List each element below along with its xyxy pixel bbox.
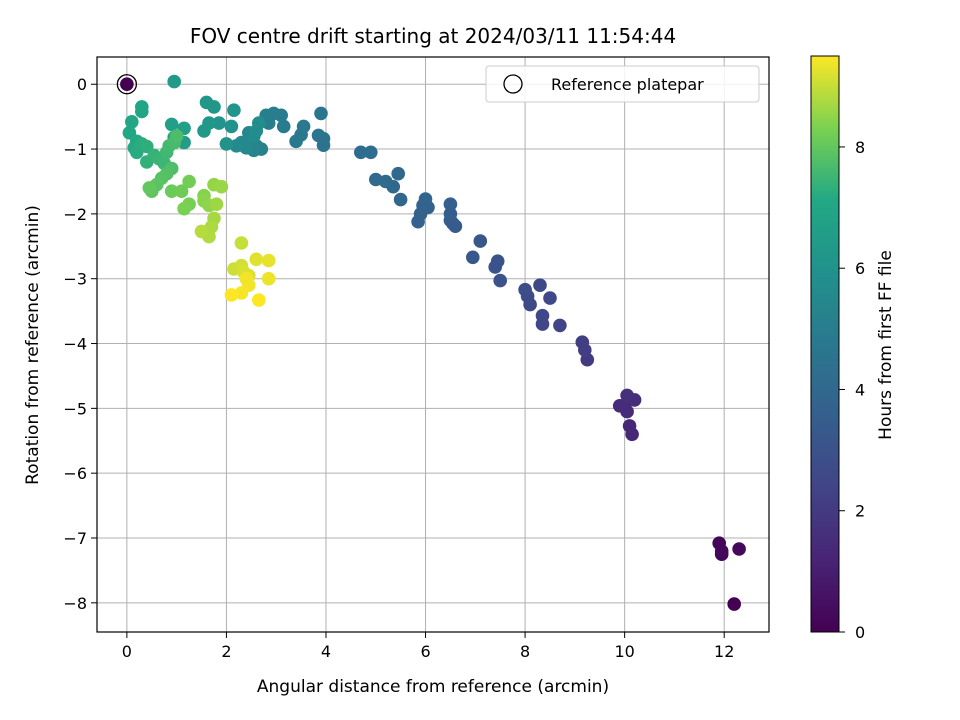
chart-title: FOV centre drift starting at 2024/03/11 … [190,24,676,48]
scatter-point [169,129,184,143]
plot-frame [96,56,770,633]
scatter-point [314,106,328,121]
scatter-point [543,291,557,305]
y-tick-label: −3 [63,270,87,289]
legend-entry-reference-platepar: Reference platepar [551,75,704,94]
y-tick-label: −2 [63,205,87,224]
scatter-point [164,117,179,132]
scatter-point [167,74,181,89]
scatter-point [251,116,266,130]
scatter-point [249,252,264,267]
scatter-point [575,335,590,350]
scatter-point [612,399,627,413]
scatter-point [209,197,224,211]
scatter-point [311,128,326,143]
scatter-point [135,104,149,119]
grid-lines [97,57,769,632]
scatter-point [620,388,634,403]
scatter-point [393,192,408,207]
scatter-point [473,234,488,248]
scatter-point [251,293,266,307]
scatter-point [194,224,209,239]
x-tick-label: 12 [714,642,734,661]
y-tick-label: −8 [63,594,87,613]
scatter-point [622,419,637,433]
scatter-point [732,542,746,556]
scatter-point [199,95,214,110]
scatter-point [214,179,229,194]
scatter-point [466,250,480,265]
scatter-point [224,119,239,134]
scatter-point [261,253,276,268]
scatter-point [518,282,532,297]
scatter-point [535,308,550,323]
axis-ticks: 0 2 4 6 8 10 12 0 −1 −2 −3 −4 −5 −6 −7 −8 [63,75,734,661]
scatter-point [493,273,508,288]
scatter-point [369,172,383,187]
scatter-point [418,192,433,206]
scatter-point [174,184,189,198]
scatter-point [182,174,196,189]
x-tick-label: 4 [321,642,331,661]
scatter-points [116,74,746,611]
scatter-point [197,124,211,138]
scatter-point [443,207,458,221]
colorbar-tick-label: 0 [855,623,865,642]
legend-box [485,65,760,103]
colorbar: 0 2 4 6 8 Hours from first FF file [810,55,896,642]
scatter-point [354,145,368,160]
scatter-point [164,184,179,198]
reference-point [120,77,134,92]
colorbar-tick-label: 6 [855,259,865,278]
scatter-point [391,166,406,181]
reference-platepar-marker [116,74,138,95]
scatter-point [212,116,226,130]
scatter-point [227,103,241,117]
x-tick-label: 2 [221,642,231,661]
scatter-point [177,201,191,216]
x-axis-label: Angular distance from reference (arcmin) [257,677,609,697]
y-tick-label: −5 [63,399,87,418]
scatter-point [714,544,729,558]
scatter-point [727,597,741,611]
y-tick-label: −1 [63,140,87,159]
x-tick-label: 10 [614,642,634,661]
scatter-point [261,271,276,286]
legend-marker-reference [503,74,523,94]
colorbar-tick-label: 8 [855,138,865,157]
y-tick-label: 0 [77,75,87,94]
scatter-point [239,271,254,286]
scatter-point [219,137,234,151]
scatter-point [364,145,378,160]
scatter-point [296,119,311,134]
scatter-point [125,115,139,129]
scatter-point [276,119,291,134]
scatter-point [289,134,303,149]
y-tick-label: −4 [63,335,87,354]
colorbar-ticks: 0 2 4 6 8 [839,138,865,642]
scatter-point [224,288,239,302]
y-tick-label: −7 [63,529,87,548]
x-tick-label: 0 [122,642,132,661]
y-axis-label: Rotation from reference (arcmin) [23,205,43,485]
colorbar-tick-label: 4 [855,380,865,399]
scatter-point [443,197,458,211]
scatter-point [142,181,157,195]
colorbar-tick-label: 2 [855,502,865,521]
scatter-point [140,139,154,154]
scatter-point [553,318,567,333]
colorbar-gradient [810,55,840,633]
scatter-point [533,278,547,293]
scatter-point [490,254,505,268]
scatter-point [234,236,249,250]
x-tick-label: 6 [420,642,430,661]
y-tick-label: −6 [63,464,87,483]
colorbar-label: Hours from first FF file [876,250,896,440]
legend: Reference platepar [485,65,760,103]
x-tick-label: 8 [520,642,530,661]
